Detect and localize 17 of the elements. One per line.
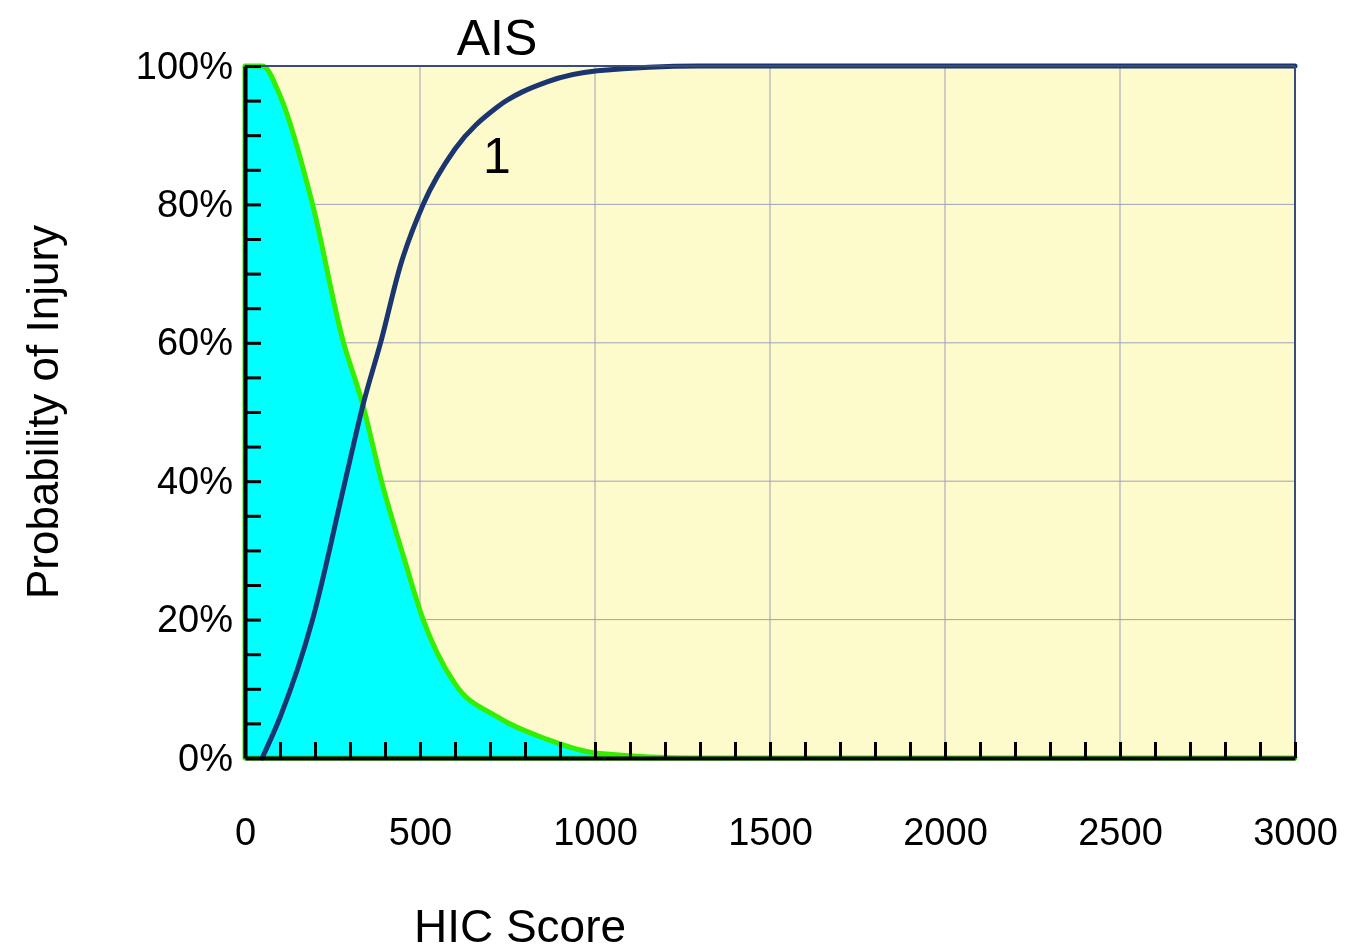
y-tick-label: 0% (178, 736, 233, 779)
chart-title: AIS (456, 10, 538, 66)
x-tick-label: 2000 (903, 810, 988, 853)
y-tick-label: 100% (135, 44, 233, 87)
annotation: 1 (483, 128, 511, 184)
y-tick-label: 20% (156, 598, 233, 641)
x-tick-label: 3000 (1253, 810, 1338, 853)
y-tick-label: 80% (156, 183, 233, 226)
x-axis-title: HIC Score (413, 900, 627, 949)
x-tick-label: 500 (388, 810, 453, 853)
y-tick-label: 40% (156, 459, 233, 502)
x-tick-label: 2500 (1078, 810, 1163, 853)
x-tick-label: 1500 (728, 810, 813, 853)
x-tick-label: 0 (234, 810, 257, 853)
y-tick-label: 60% (156, 321, 233, 364)
y-axis-title: Probability of Injury (18, 224, 67, 600)
x-tick-label: 1000 (553, 810, 638, 853)
